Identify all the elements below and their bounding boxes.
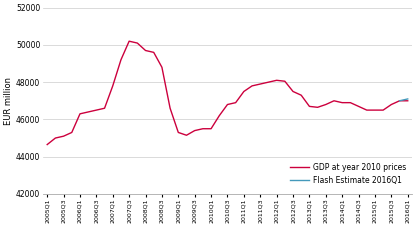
GDP at year 2010 prices — [53, 137, 58, 139]
GDP at year 2010 prices — [233, 101, 238, 104]
GDP at year 2010 prices — [61, 135, 66, 138]
Line: Flash Estimate 2016Q1: Flash Estimate 2016Q1 — [399, 99, 408, 101]
GDP at year 2010 prices — [290, 90, 295, 93]
Line: GDP at year 2010 prices: GDP at year 2010 prices — [47, 41, 408, 145]
GDP at year 2010 prices — [372, 109, 377, 111]
GDP at year 2010 prices — [119, 59, 124, 61]
GDP at year 2010 prices — [151, 51, 156, 54]
GDP at year 2010 prices — [340, 101, 345, 104]
GDP at year 2010 prices — [307, 105, 312, 108]
GDP at year 2010 prices — [381, 109, 386, 111]
GDP at year 2010 prices — [192, 129, 197, 132]
GDP at year 2010 prices — [241, 90, 246, 93]
GDP at year 2010 prices — [45, 143, 50, 146]
GDP at year 2010 prices — [282, 80, 287, 83]
GDP at year 2010 prices — [168, 107, 173, 110]
GDP at year 2010 prices — [348, 101, 353, 104]
GDP at year 2010 prices — [258, 83, 263, 85]
GDP at year 2010 prices — [94, 109, 99, 111]
GDP at year 2010 prices — [266, 81, 271, 84]
GDP at year 2010 prices — [315, 106, 320, 109]
GDP at year 2010 prices — [135, 42, 140, 44]
GDP at year 2010 prices — [176, 131, 181, 134]
GDP at year 2010 prices — [184, 134, 189, 137]
GDP at year 2010 prices — [110, 84, 115, 87]
GDP at year 2010 prices — [332, 99, 337, 102]
GDP at year 2010 prices — [102, 107, 107, 110]
GDP at year 2010 prices — [217, 114, 222, 117]
Flash Estimate 2016Q1 — [405, 98, 410, 100]
GDP at year 2010 prices — [405, 99, 410, 102]
GDP at year 2010 prices — [299, 94, 304, 96]
Y-axis label: EUR million: EUR million — [4, 77, 13, 125]
GDP at year 2010 prices — [208, 127, 213, 130]
GDP at year 2010 prices — [323, 103, 328, 106]
Flash Estimate 2016Q1 — [397, 99, 402, 102]
GDP at year 2010 prices — [77, 112, 82, 115]
GDP at year 2010 prices — [274, 79, 279, 82]
GDP at year 2010 prices — [69, 131, 74, 134]
GDP at year 2010 prices — [250, 84, 255, 87]
GDP at year 2010 prices — [397, 99, 402, 102]
GDP at year 2010 prices — [364, 109, 369, 111]
GDP at year 2010 prices — [389, 103, 394, 106]
GDP at year 2010 prices — [356, 105, 361, 108]
GDP at year 2010 prices — [225, 103, 230, 106]
GDP at year 2010 prices — [143, 49, 148, 52]
GDP at year 2010 prices — [159, 66, 164, 69]
GDP at year 2010 prices — [201, 127, 206, 130]
Legend: GDP at year 2010 prices, Flash Estimate 2016Q1: GDP at year 2010 prices, Flash Estimate … — [289, 161, 408, 186]
GDP at year 2010 prices — [126, 40, 131, 42]
GDP at year 2010 prices — [86, 111, 91, 113]
